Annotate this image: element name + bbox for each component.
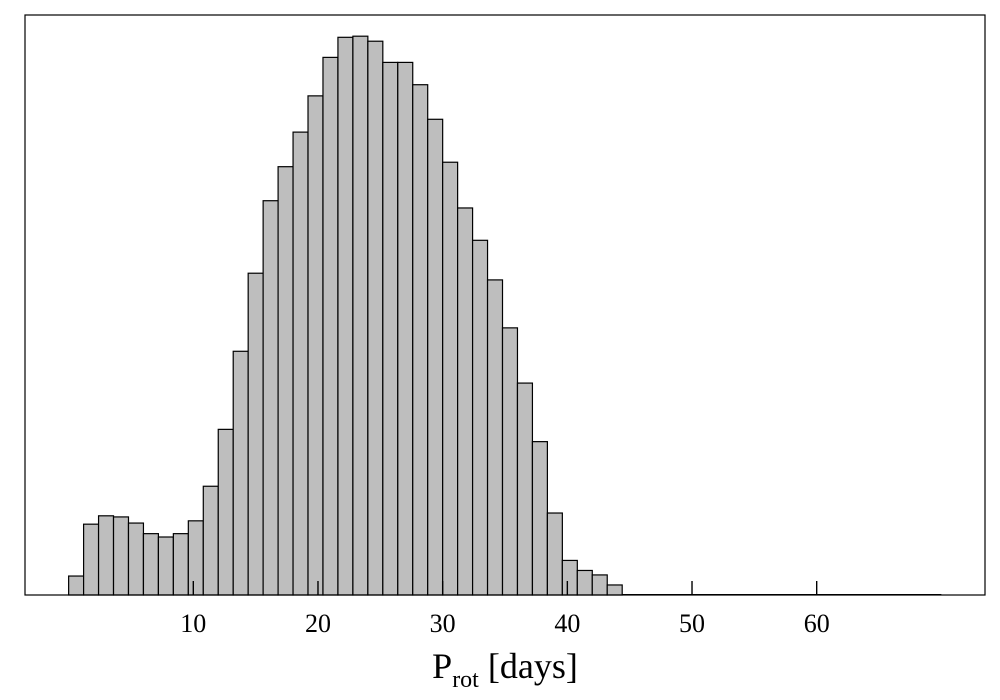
- histogram-bar: [531, 441, 548, 596]
- histogram-bar: [217, 428, 234, 596]
- histogram-bar: [501, 327, 519, 596]
- histogram-bar: [471, 239, 489, 596]
- histogram-bar: [232, 350, 249, 596]
- histogram-bar: [202, 485, 219, 596]
- histogram-bar: [457, 207, 474, 596]
- histogram-bar: [576, 569, 593, 596]
- plot-frame: [24, 14, 986, 596]
- histogram-bar: [307, 95, 324, 596]
- histogram-bar: [606, 584, 623, 596]
- x-axis-label-units: [days]: [479, 646, 578, 686]
- histogram-bar: [82, 523, 100, 596]
- histogram-bar: [412, 84, 429, 596]
- x-tick-label: 60: [804, 609, 830, 638]
- histogram-bar: [262, 200, 279, 596]
- histogram-bar: [112, 516, 130, 596]
- histogram-bar: [382, 61, 399, 596]
- histogram-bar: [277, 166, 294, 596]
- histogram-bar: [397, 61, 414, 596]
- x-axis-label-main: P: [432, 646, 452, 686]
- x-tick-label: 50: [679, 609, 705, 638]
- x-tick-label: 40: [554, 609, 580, 638]
- histogram-bar: [157, 536, 174, 596]
- histogram-bar: [516, 382, 534, 596]
- histogram-bar: [442, 161, 459, 596]
- histogram-bar: [68, 575, 85, 596]
- histogram-bar: [127, 522, 145, 596]
- histogram-bar: [561, 559, 578, 596]
- histogram-bar: [546, 512, 563, 596]
- histogram-bar: [97, 515, 115, 596]
- x-axis-label: Prot [days]: [432, 646, 578, 693]
- histogram-bar: [486, 279, 504, 596]
- histogram-bars: [68, 35, 942, 596]
- x-axis-ticks: 10 20 30 40 50 60: [180, 581, 830, 638]
- x-tick-label: 10: [180, 609, 206, 638]
- histogram-bar: [247, 272, 264, 596]
- x-axis-label-subscript: rot: [452, 667, 479, 693]
- histogram-bar: [187, 520, 204, 596]
- x-tick-label: 20: [305, 609, 331, 638]
- histogram-bar: [337, 36, 354, 596]
- histogram-bar: [142, 533, 160, 596]
- histogram-bar: [367, 40, 384, 596]
- histogram-bar: [352, 35, 369, 596]
- histogram-bar: [322, 56, 339, 596]
- histogram-bar: [172, 533, 189, 596]
- x-tick-label: 30: [430, 609, 456, 638]
- histogram-bar: [591, 574, 608, 596]
- histogram-bar: [292, 131, 309, 596]
- histogram-bar: [427, 118, 444, 596]
